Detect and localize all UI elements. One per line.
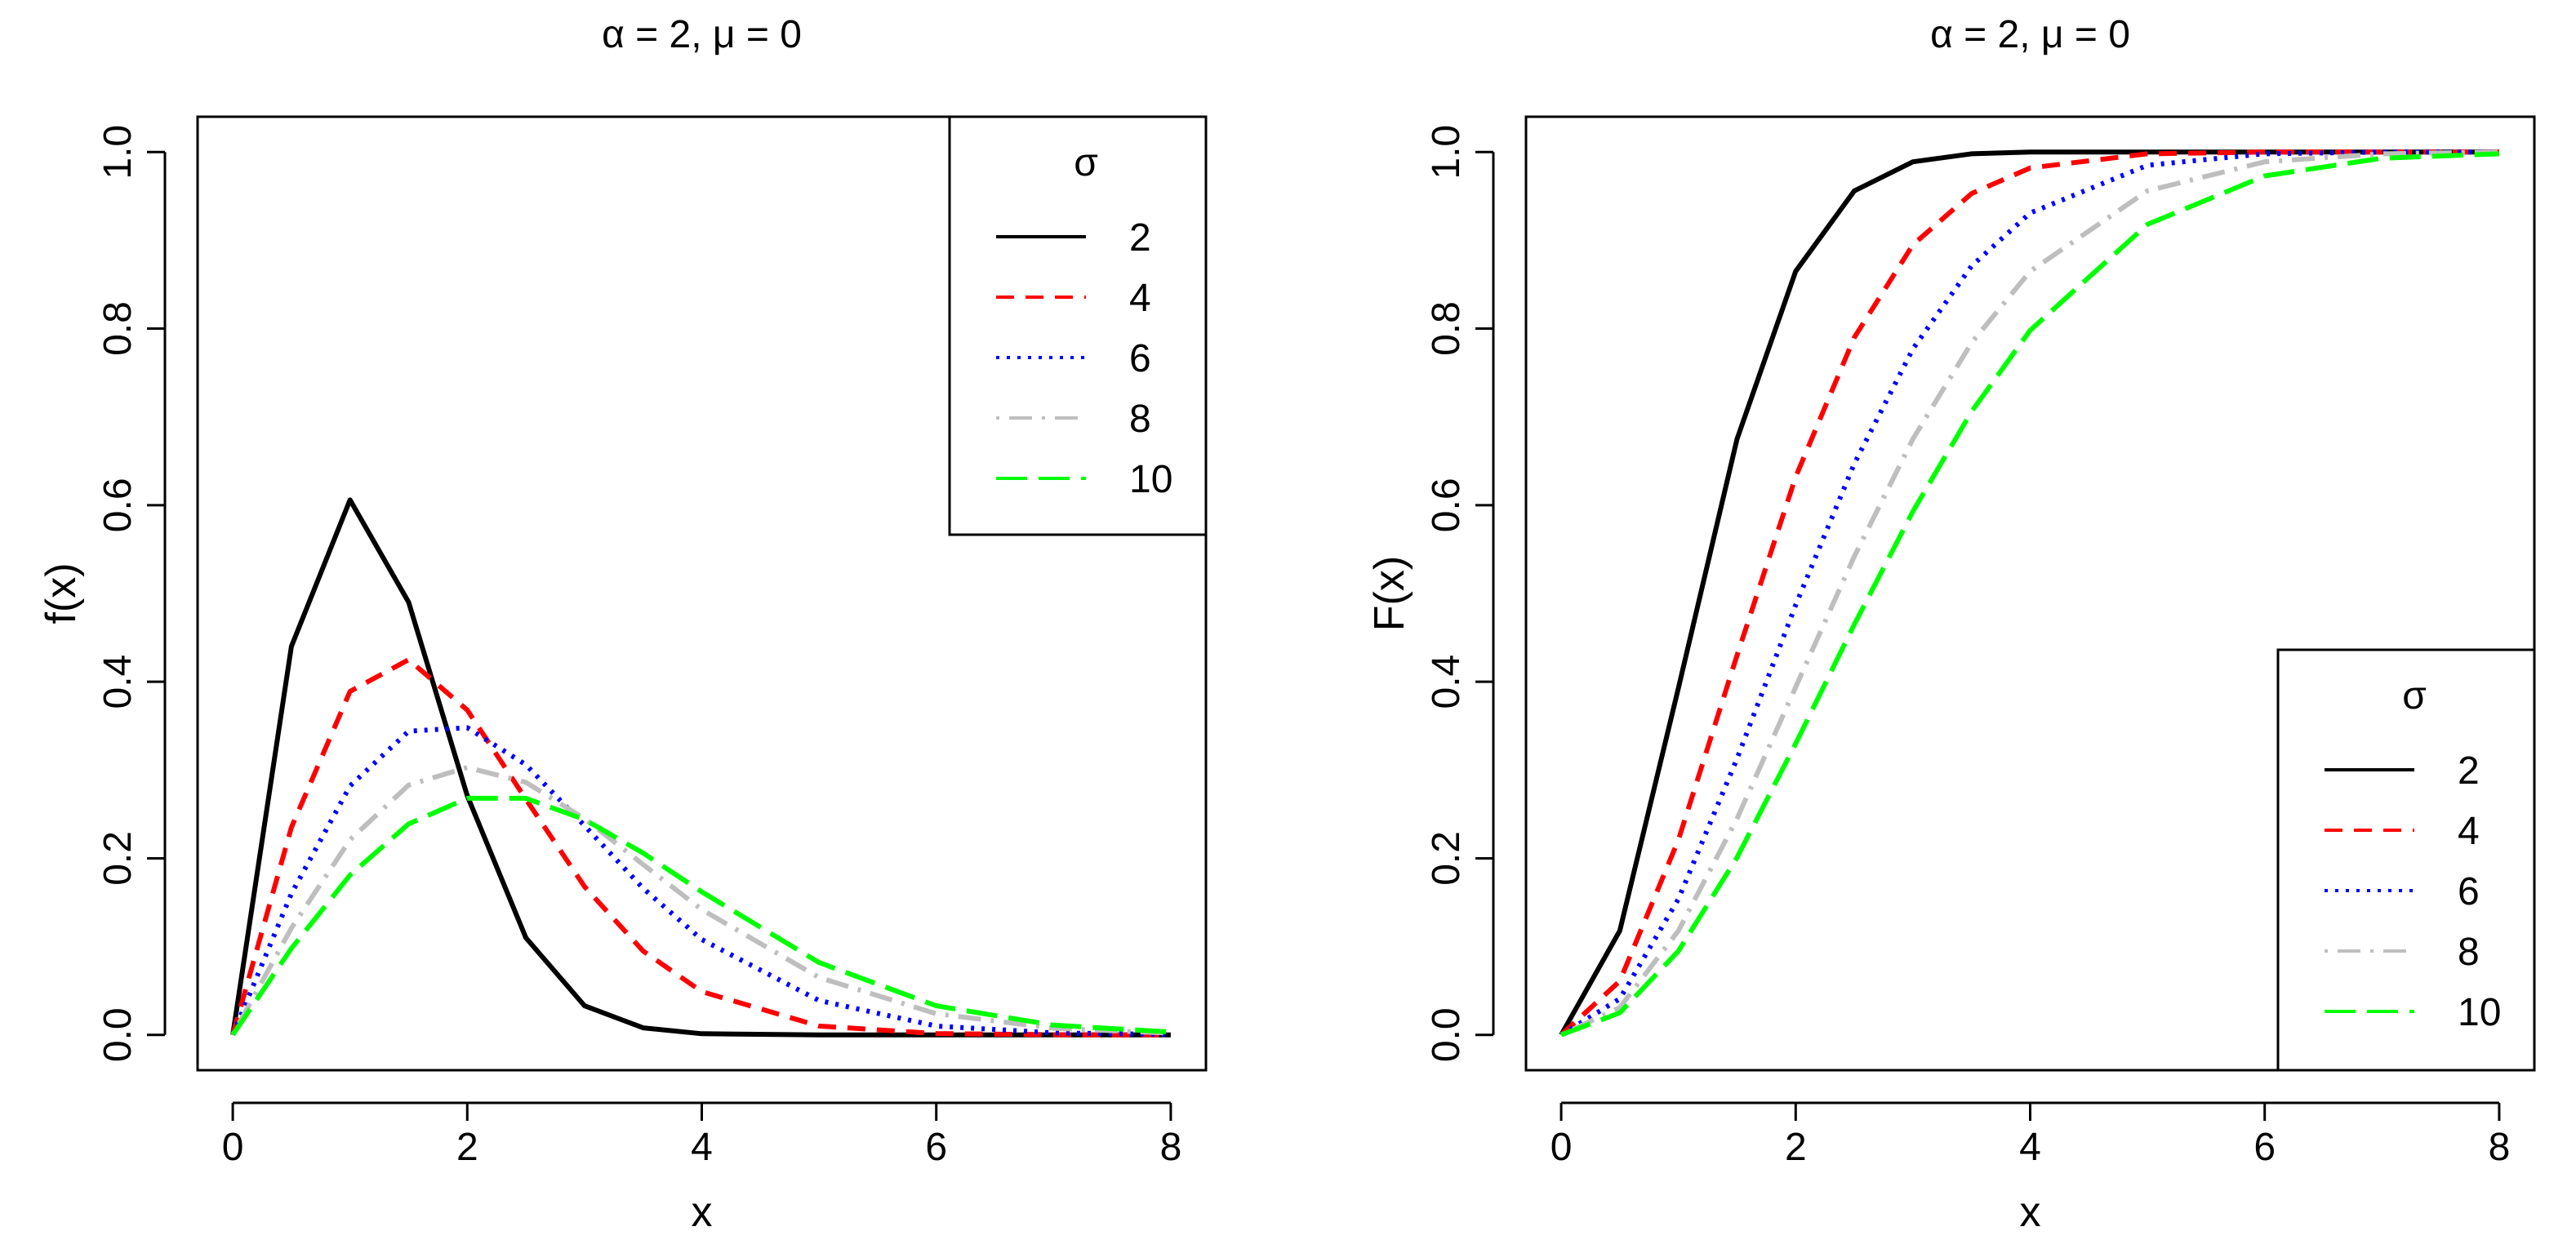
y-tick-label: 0.4 — [1425, 655, 1468, 709]
legend-title: σ — [1074, 141, 1098, 184]
x-tick-label: 4 — [691, 1126, 713, 1169]
legend-label: 6 — [2458, 870, 2480, 913]
x-tick-label: 6 — [925, 1126, 947, 1169]
legend-label: 4 — [2458, 810, 2480, 853]
y-tick-label: 0.0 — [96, 1007, 140, 1062]
y-tick-label: 0.8 — [1425, 301, 1468, 356]
x-tick-label: 8 — [1160, 1126, 1182, 1169]
x-tick-label: 6 — [2253, 1126, 2276, 1169]
x-tick-label: 4 — [2019, 1126, 2041, 1169]
legend-label: 10 — [1129, 458, 1172, 501]
series-line-sigma-2 — [230, 497, 1171, 1038]
x-tick-label: 0 — [222, 1126, 244, 1169]
y-axis-label: F(x) — [1366, 556, 1413, 631]
x-tick-label: 0 — [1550, 1126, 1573, 1169]
legend-label: 8 — [2458, 931, 2480, 974]
x-axis-label: x — [692, 1189, 713, 1236]
y-tick-label: 0.8 — [96, 301, 140, 356]
y-tick-label: 0.2 — [96, 831, 140, 886]
legend-label: 8 — [1129, 398, 1151, 441]
y-tick-label: 0.6 — [96, 478, 140, 532]
x-axis-label: x — [2020, 1189, 2041, 1236]
y-tick-label: 0.2 — [1425, 831, 1468, 886]
y-tick-label: 1.0 — [96, 125, 140, 180]
series-line-sigma-4 — [230, 657, 1171, 1038]
legend-box — [2276, 648, 2536, 1072]
series-line-sigma-6 — [230, 725, 1171, 1038]
plot-frame — [196, 115, 1208, 1072]
legend-label: 4 — [1129, 277, 1151, 320]
y-tick-label: 1.0 — [1425, 125, 1468, 180]
y-tick-label: 0.6 — [1425, 478, 1468, 532]
plot-frame — [1524, 115, 2536, 1072]
legend-title: σ — [2402, 674, 2427, 718]
series-line-sigma-10 — [1560, 151, 2500, 1038]
y-tick-label: 0.4 — [96, 655, 140, 709]
legend-label: 2 — [2458, 749, 2480, 793]
x-tick-label: 2 — [456, 1126, 478, 1169]
series-line-sigma-8 — [230, 765, 1172, 1037]
legend-box — [948, 115, 1208, 536]
x-tick-label: 2 — [1785, 1126, 1807, 1169]
x-tick-label: 8 — [2489, 1126, 2511, 1169]
legend-label: 6 — [1129, 337, 1151, 380]
series-line-sigma-4 — [1559, 149, 2499, 1037]
legend-label: 10 — [2458, 991, 2501, 1034]
y-axis-label: f(x) — [38, 562, 85, 624]
chart-title: α = 2, μ = 0 — [1930, 13, 2130, 56]
series-line-sigma-10 — [230, 795, 1172, 1037]
chart-title: α = 2, μ = 0 — [602, 13, 802, 56]
series-line-sigma-8 — [1559, 149, 2499, 1038]
y-tick-label: 0.0 — [1425, 1007, 1468, 1062]
legend-label: 2 — [1129, 216, 1151, 260]
